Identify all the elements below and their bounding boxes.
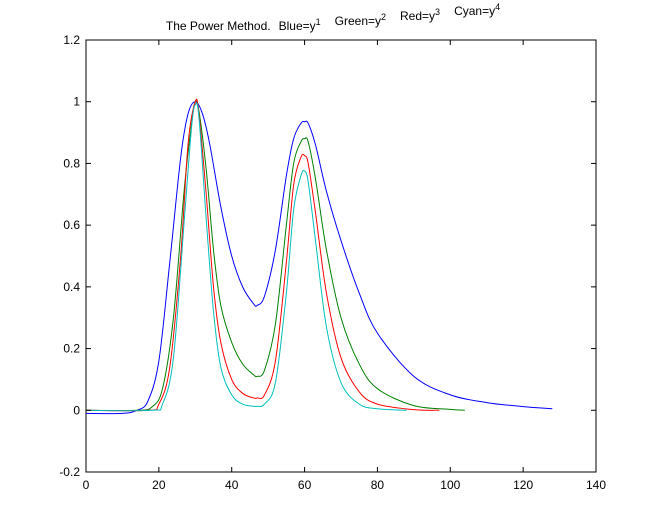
title-exponent: 2 bbox=[381, 12, 386, 22]
title-exponent: 4 bbox=[495, 2, 500, 12]
series-line-1 bbox=[86, 101, 553, 415]
y-tick-label: 0.8 bbox=[63, 156, 80, 170]
axes-frame bbox=[85, 39, 597, 473]
x-tick-label: 120 bbox=[513, 478, 533, 492]
series-line-2 bbox=[86, 100, 465, 412]
title-series-label: Cyan=y bbox=[454, 4, 495, 18]
title-series-label: Green=y bbox=[335, 14, 381, 28]
y-tick-label: 1.2 bbox=[63, 33, 80, 47]
axis-ticks: 0 20 40 60 80 100 120 140-0.200.20.40.60.811.2 bbox=[59, 33, 606, 492]
x-tick-label: 40 bbox=[225, 478, 239, 492]
title-series-label: Red=y bbox=[400, 9, 435, 23]
y-tick-label: 0 bbox=[73, 403, 80, 417]
title-text: The Power Method. Blue=y1 Green=y2 Red=y3 Cy… bbox=[166, 2, 500, 33]
y-tick-label: 0.6 bbox=[63, 218, 80, 232]
x-tick-label: 0 bbox=[83, 478, 90, 492]
y-tick-label: 0.2 bbox=[63, 342, 80, 356]
chart-title: The Power Method. Blue=y1 Green=y2 Red=y3 Cy… bbox=[166, 2, 500, 33]
series-line-4 bbox=[86, 102, 407, 412]
title-exponent: 1 bbox=[316, 17, 321, 27]
x-tick-label: 100 bbox=[440, 478, 460, 492]
plot-area bbox=[86, 98, 553, 415]
title-lead: The Power Method. bbox=[166, 19, 271, 33]
x-tick-label: 80 bbox=[371, 478, 385, 492]
x-tick-label: 140 bbox=[586, 478, 606, 492]
title-series-label: Blue=y bbox=[279, 19, 316, 33]
series-line-3 bbox=[86, 98, 440, 412]
y-tick-label: 0.4 bbox=[63, 280, 80, 294]
title-exponent: 3 bbox=[435, 7, 440, 17]
x-tick-label: 20 bbox=[152, 478, 166, 492]
x-tick-label: 60 bbox=[298, 478, 312, 492]
y-tick-label: 1 bbox=[73, 95, 80, 109]
y-tick-label: -0.2 bbox=[59, 465, 80, 479]
